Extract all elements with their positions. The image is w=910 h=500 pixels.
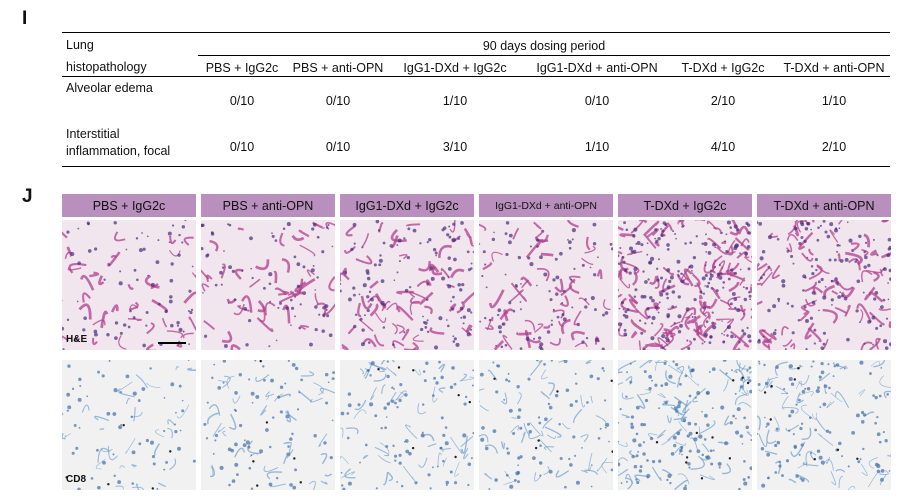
table-cell: 0/10 — [584, 94, 610, 108]
table-group-header: T-DXd + IgG2c — [681, 61, 765, 75]
scale-bar — [158, 342, 186, 344]
table-row-label-edema: Alveolar edema — [66, 81, 153, 95]
cd8-micrograph — [340, 360, 474, 490]
table-cell: 3/10 — [442, 140, 468, 154]
table-top-rule — [62, 32, 890, 33]
micrograph-header: T-DXd + anti-OPN — [757, 194, 891, 217]
micrograph-header: PBS + anti-OPN — [201, 194, 335, 217]
micrograph-header: IgG1-DXd + anti-OPN — [479, 194, 613, 217]
cd8-micrograph — [757, 360, 891, 490]
table-header-rule — [62, 76, 890, 77]
table-group-header: IgG1-DXd + anti-OPN — [536, 61, 658, 75]
table-cell: 0/10 — [325, 94, 351, 108]
table-group-header: T-DXd + anti-OPN — [783, 61, 885, 75]
cd8-micrograph — [62, 360, 196, 490]
cd8-micrograph — [618, 360, 752, 490]
table-group-header: PBS + IgG2c — [205, 61, 279, 75]
micrograph-header: PBS + IgG2c — [62, 194, 196, 217]
table-bottom-rule — [62, 166, 890, 167]
table-cell: 0/10 — [229, 94, 255, 108]
row-label-line: inflammation, focal — [66, 144, 171, 158]
table-cell: 1/10 — [584, 140, 610, 154]
table-cell: 0/10 — [229, 140, 255, 154]
table-group-header: IgG1-DXd + IgG2c — [403, 61, 507, 75]
cd8-micrograph — [201, 360, 335, 490]
he-micrograph — [618, 220, 752, 350]
he-micrograph — [340, 220, 474, 350]
cd8-stain-label: CD8 — [66, 474, 87, 485]
he-stain-label: H&E — [66, 334, 88, 345]
table-cell: 1/10 — [821, 94, 847, 108]
table-cell: 4/10 — [710, 140, 736, 154]
he-micrograph — [479, 220, 613, 350]
table-cell: 1/10 — [442, 94, 468, 108]
panel-letter-i: I — [22, 8, 28, 29]
table-header-histopathology: histopathology — [66, 60, 147, 74]
table-period-rule — [198, 55, 890, 56]
table-group-header: PBS + anti-OPN — [292, 61, 384, 75]
he-micrograph — [757, 220, 891, 350]
row-label-line: Interstitial — [66, 127, 120, 141]
table-period-label: 90 days dosing period — [482, 39, 606, 53]
he-micrograph — [201, 220, 335, 350]
micrograph-header: IgG1-DXd + IgG2c — [340, 194, 474, 217]
table-cell: 0/10 — [325, 140, 351, 154]
table-header-lung: Lung — [66, 38, 94, 52]
panel-letter-j: J — [22, 186, 33, 207]
he-micrograph — [62, 220, 196, 350]
table-cell: 2/10 — [821, 140, 847, 154]
cd8-micrograph — [479, 360, 613, 490]
table-cell: 2/10 — [710, 94, 736, 108]
micrograph-header: T-DXd + IgG2c — [618, 194, 752, 217]
table-row-label-inflammation: Interstitial inflammation, focal — [66, 126, 170, 160]
